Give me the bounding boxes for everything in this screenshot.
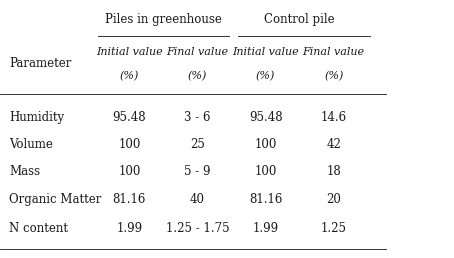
- Text: 100: 100: [254, 138, 277, 151]
- Text: Initial value: Initial value: [96, 47, 163, 57]
- Text: 95.48: 95.48: [249, 111, 282, 124]
- Text: Parameter: Parameter: [9, 57, 71, 70]
- Text: Organic Matter: Organic Matter: [9, 194, 101, 206]
- Text: (%): (%): [256, 71, 275, 81]
- Text: 95.48: 95.48: [113, 111, 146, 124]
- Text: Mass: Mass: [9, 165, 40, 178]
- Text: 5 - 9: 5 - 9: [184, 165, 211, 178]
- Text: 40: 40: [190, 194, 205, 206]
- Text: N content: N content: [9, 222, 68, 235]
- Text: 100: 100: [118, 165, 141, 178]
- Text: 1.25: 1.25: [321, 222, 347, 235]
- Text: 18: 18: [326, 165, 341, 178]
- Text: 14.6: 14.6: [321, 111, 347, 124]
- Text: 42: 42: [326, 138, 341, 151]
- Text: (%): (%): [324, 71, 343, 81]
- Text: 100: 100: [118, 138, 141, 151]
- Text: 3 - 6: 3 - 6: [184, 111, 211, 124]
- Text: Piles in greenhouse: Piles in greenhouse: [105, 13, 222, 26]
- Text: Initial value: Initial value: [232, 47, 299, 57]
- Text: 1.25 - 1.75: 1.25 - 1.75: [166, 222, 229, 235]
- Text: 1.99: 1.99: [252, 222, 279, 235]
- Text: 25: 25: [190, 138, 205, 151]
- Text: 100: 100: [254, 165, 277, 178]
- Text: 81.16: 81.16: [113, 194, 146, 206]
- Text: (%): (%): [188, 71, 207, 81]
- Text: Volume: Volume: [9, 138, 53, 151]
- Text: Control pile: Control pile: [264, 13, 335, 26]
- Text: Humidity: Humidity: [9, 111, 64, 124]
- Text: Final value: Final value: [167, 47, 228, 57]
- Text: Final value: Final value: [303, 47, 365, 57]
- Text: 20: 20: [326, 194, 341, 206]
- Text: (%): (%): [120, 71, 139, 81]
- Text: 1.99: 1.99: [116, 222, 143, 235]
- Text: 81.16: 81.16: [249, 194, 282, 206]
